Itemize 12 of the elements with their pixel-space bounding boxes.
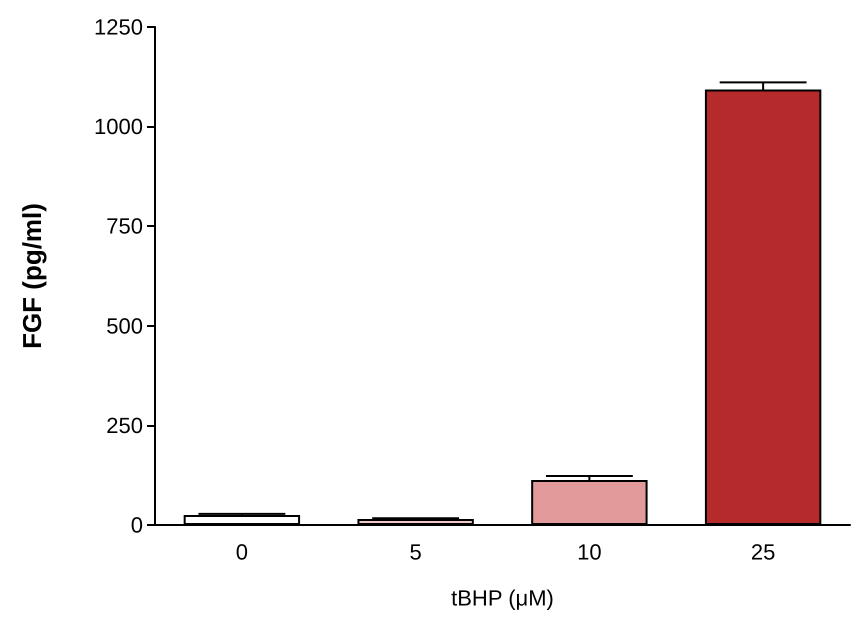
x-tick-label: 10 [577,540,602,564]
x-tick-label: 0 [236,540,248,564]
y-tick-label: 1000 [94,114,143,140]
y-axis-title: FGF (pg/ml) [17,203,47,349]
x-tick-label: 25 [750,540,776,564]
y-tick-label: 750 [106,214,143,239]
x-axis-title: tBHP (μM) [451,586,554,610]
y-tick-label: 1250 [94,14,143,40]
y-tick-label: 0 [130,512,143,538]
x-tick-label: 5 [410,540,422,564]
y-tick-label: 500 [106,313,143,338]
y-tick-label: 250 [106,412,143,438]
